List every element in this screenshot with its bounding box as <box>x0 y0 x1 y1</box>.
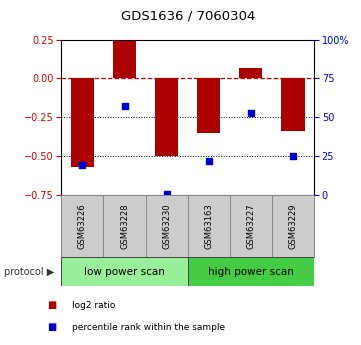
Text: GDS1636 / 7060304: GDS1636 / 7060304 <box>121 9 255 22</box>
Text: ■: ■ <box>47 300 56 310</box>
Text: high power scan: high power scan <box>208 267 294 277</box>
Text: ■: ■ <box>47 322 56 332</box>
Bar <box>71 79 94 167</box>
Bar <box>61 257 188 286</box>
Bar <box>197 79 220 133</box>
Point <box>79 163 85 168</box>
Bar <box>282 79 305 131</box>
Bar <box>188 257 314 286</box>
Bar <box>113 41 136 79</box>
Text: GSM63163: GSM63163 <box>204 203 213 249</box>
Text: GSM63228: GSM63228 <box>120 203 129 249</box>
Text: low power scan: low power scan <box>84 267 165 277</box>
Point <box>122 104 127 109</box>
Text: GSM63230: GSM63230 <box>162 203 171 249</box>
Text: GSM63229: GSM63229 <box>288 203 297 249</box>
Text: percentile rank within the sample: percentile rank within the sample <box>72 323 225 332</box>
Point <box>206 158 212 164</box>
Point <box>290 153 296 159</box>
Bar <box>155 79 178 156</box>
Text: GSM63226: GSM63226 <box>78 203 87 249</box>
Text: GSM63227: GSM63227 <box>247 203 255 249</box>
Bar <box>239 68 262 79</box>
Point <box>164 191 170 197</box>
Text: log2 ratio: log2 ratio <box>72 301 116 310</box>
Point <box>248 110 254 115</box>
Text: protocol ▶: protocol ▶ <box>4 267 54 277</box>
